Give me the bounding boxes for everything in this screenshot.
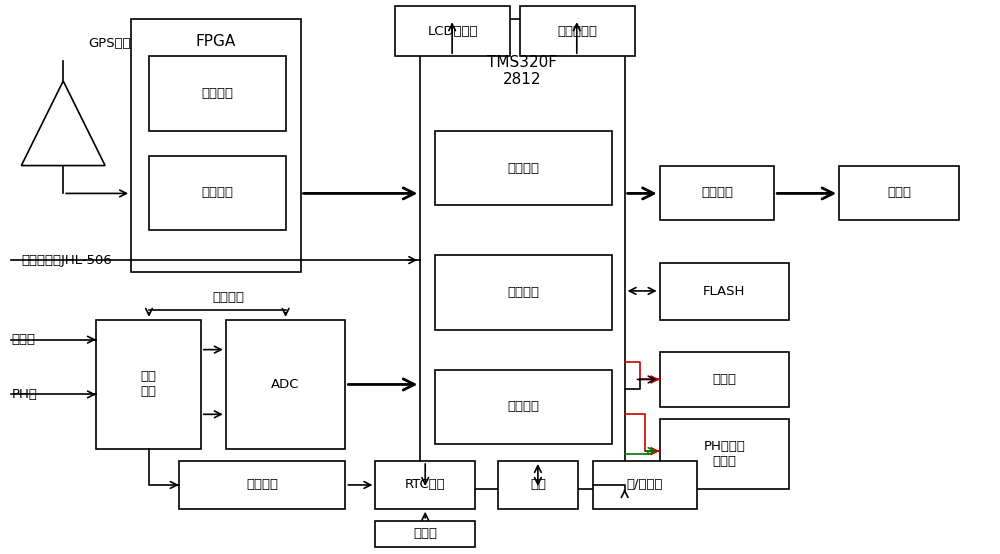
Text: FLASH: FLASH [703,285,746,298]
Bar [96,320,201,449]
Text: 信号
调理: 信号 调理 [140,371,156,398]
Text: TMS320F
2812: TMS320F 2812 [487,55,557,87]
Bar [131,19,301,272]
Bar [660,419,789,489]
Bar [420,19,625,489]
Bar [375,461,475,509]
Text: 交/直流源: 交/直流源 [627,479,663,491]
Bar [435,255,612,330]
Text: ADC: ADC [271,378,300,391]
Text: LCD监视器: LCD监视器 [427,25,478,38]
Bar [375,521,475,547]
Text: 显示系统: 显示系统 [507,162,539,175]
Text: 压缩机: 压缩机 [712,373,736,386]
Bar [839,166,959,220]
Text: 阻力计: 阻力计 [11,333,35,346]
Bar [498,461,578,509]
Bar [660,352,789,407]
Text: 温度传感器JHL-506: 温度传感器JHL-506 [21,254,112,266]
Bar [660,166,774,220]
Text: GPS天线: GPS天线 [88,37,131,50]
Bar [520,6,635,56]
Text: 触发通道: 触发通道 [246,479,278,491]
Bar [395,6,510,56]
Bar [179,461,345,509]
Bar [593,461,697,509]
Bar [226,320,345,449]
Text: 步进电机: 步进电机 [701,187,733,199]
Text: 触摸屏面板: 触摸屏面板 [557,25,597,38]
Bar [149,156,286,230]
Bar [149,56,286,131]
Text: 通道控制: 通道控制 [213,291,245,304]
Text: PH计: PH计 [11,388,37,401]
Text: 控制系统: 控制系统 [507,401,539,413]
Text: 锂电池: 锂电池 [413,527,437,540]
Text: 显存: 显存 [530,479,546,491]
Text: 解扩解调: 解扩解调 [201,187,233,199]
Bar [435,131,612,206]
Text: 数据处理: 数据处理 [507,286,539,299]
Bar [660,263,789,320]
Text: RTC时钟: RTC时钟 [405,479,446,491]
Text: PH玻璃电
极清洗: PH玻璃电 极清洗 [703,440,745,468]
Bar [435,370,612,444]
Text: 蠕动泵: 蠕动泵 [887,187,911,199]
Text: FPGA: FPGA [196,34,236,49]
Text: 捕获跟踪: 捕获跟踪 [201,87,233,100]
